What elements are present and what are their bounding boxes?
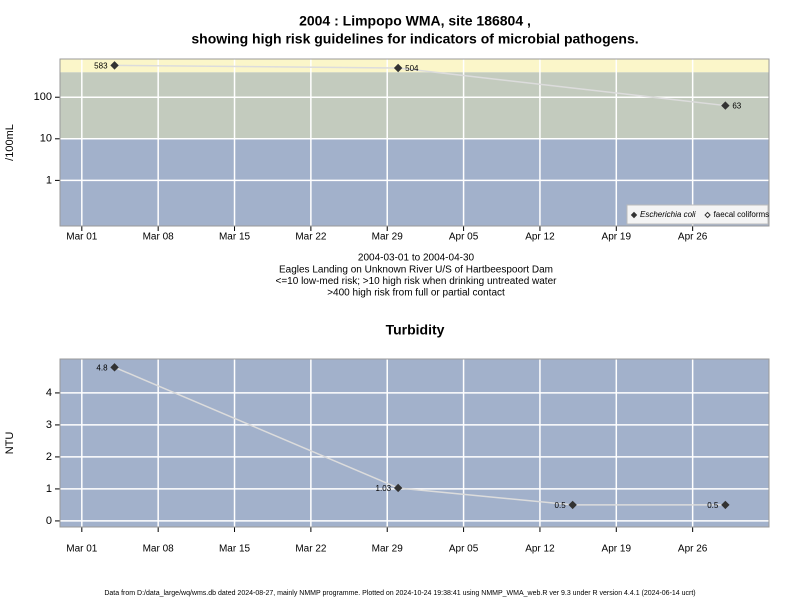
x-tick-label: Mar 01: [66, 232, 98, 243]
x-tick-label: Apr 12: [525, 232, 555, 243]
risk-band: [60, 59, 769, 73]
data-point: [110, 363, 119, 372]
y-tick-label: 10: [40, 133, 52, 145]
value-label: 583: [94, 61, 108, 70]
legend-label: faecal coliforms: [714, 210, 770, 219]
y-axis-label: /100mL: [4, 124, 16, 161]
plot-frame: [59, 58, 770, 227]
x-tick-label: Apr 26: [678, 232, 708, 243]
y-tick-label: 4: [46, 387, 52, 399]
value-label: 0.5: [555, 501, 567, 510]
y-tick-label: 3: [46, 419, 52, 431]
data-point: [393, 483, 403, 493]
chart-subtitle: showing high risk guidelines for indicat…: [191, 31, 638, 47]
y-tick-label: 1: [46, 483, 52, 495]
x-tick-label: Apr 19: [602, 232, 632, 243]
x-tick-label: Mar 15: [219, 232, 251, 243]
value-label: 1.03: [376, 484, 392, 493]
data-point: [568, 500, 577, 510]
note: <=10 low-med risk; >10 high risk when dr…: [276, 276, 558, 287]
y-tick-label: 2: [46, 451, 52, 463]
x-tick-label: Apr 12: [525, 544, 555, 555]
value-label: 504: [405, 64, 419, 73]
data-point: [110, 61, 119, 70]
y-tick-label: 100: [34, 91, 52, 103]
x-tick-label: Mar 22: [295, 544, 327, 555]
plot-background: [60, 359, 769, 527]
y-tick-label: 1: [46, 174, 52, 186]
y-axis-label: NTU: [4, 432, 16, 455]
plot-frame: [59, 358, 770, 528]
value-label: 63: [732, 102, 741, 111]
x-tick-label: Mar 29: [372, 232, 404, 243]
y-tick-label: 0: [46, 515, 52, 527]
series-line: [114, 366, 726, 506]
footer: Data from D:/data_large/wq/wms.db dated …: [104, 590, 695, 597]
x-tick-label: Mar 08: [143, 544, 175, 555]
chart-title: 2004 : Limpopo WMA, site 186804 ,: [299, 13, 531, 29]
legend-box: [626, 204, 769, 225]
note: Eagles Landing on Unknown River U/S of H…: [279, 264, 553, 275]
x-tick-label: Apr 26: [678, 544, 708, 555]
legend-marker: [704, 211, 711, 219]
legend-label: Escherichia coli: [640, 210, 696, 219]
x-tick-label: Apr 19: [602, 544, 632, 555]
risk-band: [60, 72, 769, 139]
x-tick-label: Apr 05: [449, 544, 479, 555]
legend-marker: [630, 211, 638, 219]
x-tick-label: Mar 08: [143, 232, 175, 243]
x-tick-label: Apr 05: [449, 232, 479, 243]
value-label: 0.5: [707, 501, 719, 510]
x-tick-label: Mar 15: [219, 544, 251, 555]
data-point: [721, 500, 730, 510]
value-label: 4.8: [96, 363, 108, 372]
note: >400 high risk from full or partial cont…: [327, 288, 505, 299]
note: 2004-03-01 to 2004-04-30: [358, 253, 475, 264]
x-tick-label: Mar 01: [66, 544, 98, 555]
chart-title: Turbidity: [386, 322, 445, 338]
data-point: [721, 101, 730, 110]
x-tick-label: Mar 22: [295, 232, 327, 243]
data-point: [393, 63, 403, 73]
x-tick-label: Mar 29: [372, 544, 404, 555]
